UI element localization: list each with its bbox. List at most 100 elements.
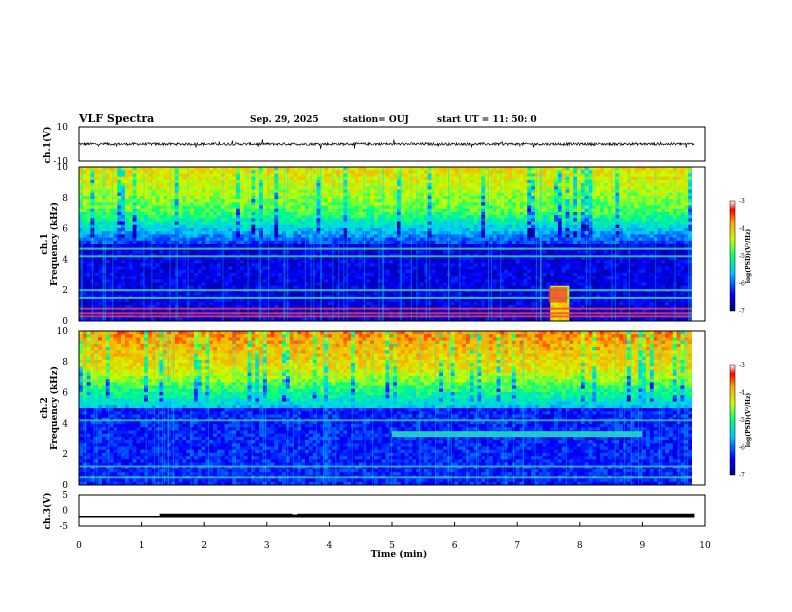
spectrogram-cell	[408, 292, 413, 296]
spectrogram-cell	[274, 234, 279, 238]
spectrogram-cell	[289, 317, 294, 321]
spectrogram-cell	[458, 179, 463, 184]
spectrogram-cell	[178, 208, 183, 213]
spectrogram-cell	[339, 224, 344, 229]
spectrogram-cell	[105, 224, 111, 229]
spectrogram-cell	[389, 218, 394, 222]
spectrogram-cell	[316, 269, 321, 274]
spectrogram-cell	[393, 186, 398, 190]
spectrogram-cell	[113, 202, 118, 206]
spectrogram-cell	[324, 170, 329, 174]
spectrogram-cell	[289, 224, 294, 229]
spectrogram-cell	[278, 282, 283, 287]
spectrogram-cell	[278, 208, 283, 213]
spectrogram-cell	[201, 317, 206, 321]
spectrogram-cell	[396, 173, 402, 178]
spectrogram-cell	[274, 224, 279, 229]
spectrogram-cell	[155, 285, 160, 290]
spectrogram-cell	[450, 199, 455, 203]
spectrogram-cell	[274, 263, 279, 267]
spectrogram-cell	[465, 269, 471, 274]
spectrogram-cell	[282, 192, 287, 197]
spectrogram-cell	[282, 199, 287, 203]
spectrogram-cell	[328, 186, 333, 190]
spectrogram-cell	[469, 173, 475, 178]
spectrogram-cell	[400, 298, 406, 303]
spectrogram-cell	[205, 224, 210, 229]
spectrogram-cell	[435, 279, 440, 283]
spectrogram-cell	[259, 237, 264, 242]
spectrogram-cell	[209, 285, 214, 290]
spectrogram-cell	[312, 304, 317, 309]
spectrogram-cell	[197, 170, 202, 174]
spectrogram-cell	[140, 173, 145, 178]
spectrogram-cell	[132, 276, 137, 280]
spectrogram-cell	[262, 183, 268, 187]
spectrogram-cell	[182, 276, 187, 280]
spectrogram-cell	[328, 218, 333, 222]
spectrogram-cell	[193, 208, 199, 213]
spectrogram-cell	[178, 179, 183, 184]
spectrogram-cell	[182, 285, 187, 290]
spectrogram-cell	[289, 298, 294, 303]
spectrogram-cell	[408, 218, 413, 222]
spectrogram-cell	[90, 199, 95, 203]
spectrogram-cell	[408, 256, 413, 261]
spectrogram-cell	[416, 176, 421, 181]
spectrogram-cell	[377, 282, 383, 287]
spectrogram-cell	[439, 211, 444, 216]
spectrogram-cell	[224, 298, 229, 303]
spectrogram-cell	[285, 266, 291, 271]
spectrogram-cell	[347, 189, 352, 194]
spectrogram-cell	[396, 301, 402, 306]
spectrogram-cell	[446, 170, 452, 174]
spectrogram-cell	[343, 269, 348, 274]
spectrogram-cell	[220, 183, 225, 187]
spectrogram-cell	[117, 237, 122, 242]
spectrogram-cell	[435, 215, 440, 219]
spectrogram-cell	[209, 186, 214, 190]
spectrogram-cell	[396, 272, 402, 277]
spectrogram-cell	[442, 269, 448, 274]
spectrogram-cell	[416, 282, 421, 287]
spectrogram-cell	[136, 183, 141, 187]
spectrogram-cell	[224, 269, 229, 274]
spectrogram-cell	[255, 199, 260, 203]
spectrogram-cell	[419, 285, 425, 290]
spectrogram-cell	[167, 186, 172, 190]
spectrogram-cell	[136, 234, 141, 238]
spectrogram-cell	[412, 298, 417, 303]
spectrogram-cell	[174, 292, 180, 296]
spectrogram-cell	[285, 179, 291, 184]
spectrogram-cell	[366, 292, 371, 296]
spectrogram-cell	[339, 276, 344, 280]
spectrogram-cell	[151, 317, 157, 321]
spectrogram-cell	[331, 176, 337, 181]
spectrogram-cell	[243, 282, 248, 287]
spectrogram-cell	[366, 192, 371, 197]
spectrogram-cell	[151, 192, 157, 197]
spectrogram-cell	[147, 304, 153, 309]
spectrogram-cell	[147, 234, 153, 238]
spectrogram-cell	[381, 250, 386, 255]
spectrogram-cell	[351, 272, 356, 277]
spectrogram-cell	[454, 292, 459, 296]
spectrogram-cell	[259, 240, 264, 245]
spectrogram-cell	[416, 167, 421, 171]
spectrogram-cell	[358, 186, 363, 190]
spectrogram-cell	[262, 170, 268, 174]
spectrogram-cell	[193, 285, 199, 290]
spectrogram-cell	[458, 272, 463, 277]
spectrogram-cell	[439, 240, 444, 245]
spectrogram-cell	[423, 183, 429, 187]
spectrogram-cell	[113, 272, 118, 277]
spectrogram-cell	[412, 199, 417, 203]
spectrogram-cell	[251, 179, 256, 184]
spectrogram-cell	[205, 263, 210, 267]
spectrogram-cell	[243, 205, 248, 210]
spectrogram-cell	[335, 189, 340, 194]
spectrogram-cell	[358, 250, 363, 255]
spectrogram-cell	[462, 301, 467, 306]
spectrogram-cell	[174, 205, 180, 210]
spectrogram-cell	[462, 276, 467, 280]
